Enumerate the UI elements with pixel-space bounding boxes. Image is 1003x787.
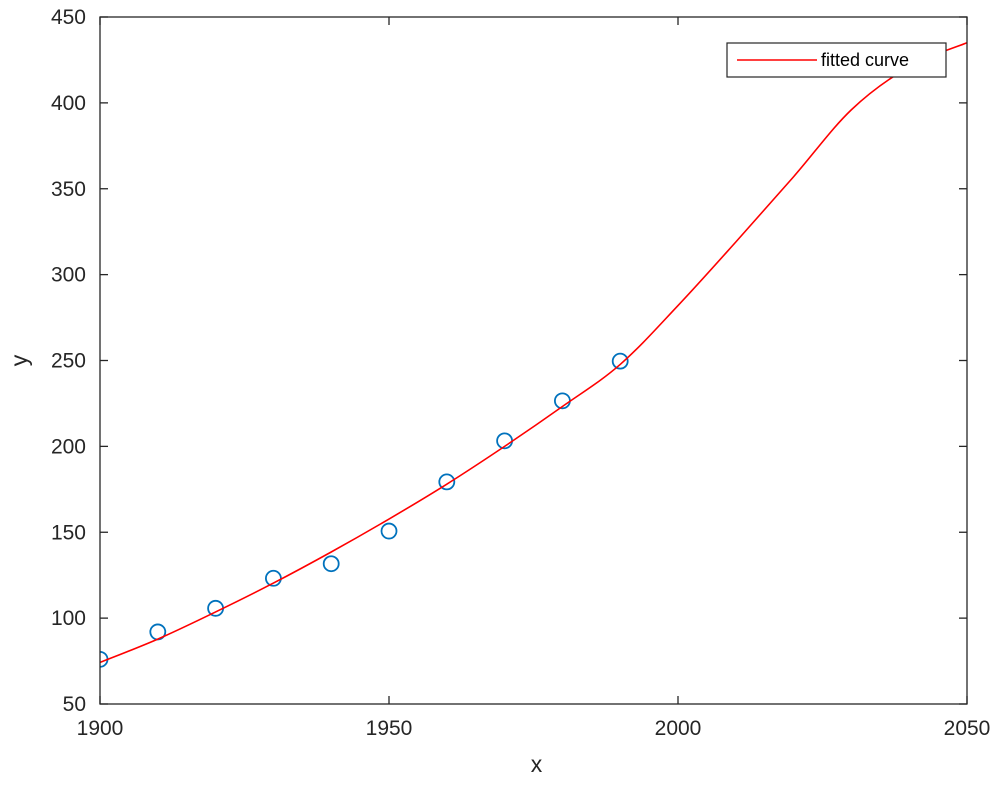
y-tick-label-250: 250 [51, 350, 86, 373]
data-point-1940 [322, 555, 340, 573]
y-tick-label-50: 50 [63, 693, 86, 716]
x-tick-label-2000: 2000 [655, 717, 702, 740]
y-tick-label-400: 400 [51, 92, 86, 115]
data-point-1950 [380, 522, 398, 540]
x-axis-label: x [531, 751, 543, 777]
y-tick-label-450: 450 [51, 6, 86, 29]
x-tick-label-1950: 1950 [366, 717, 413, 740]
legend: fitted curve [726, 42, 947, 78]
data-point-1930 [264, 569, 282, 587]
chart-axes: 1900 1950 2000 2050 50 100 150 200 250 300 350 400 4… [6, 6, 990, 777]
chart-marks [100, 42, 967, 668]
x-tick-label-1900: 1900 [77, 717, 124, 740]
fitted-curve-line [100, 42, 967, 664]
y-tick-label-200: 200 [51, 435, 86, 458]
y-tick-label-300: 300 [51, 264, 86, 287]
data-point-1920 [207, 599, 225, 617]
x-tick-label-2050: 2050 [944, 717, 991, 740]
legend-label-0: fitted curve [821, 50, 909, 70]
data-point-1960 [438, 473, 456, 491]
y-tick-label-350: 350 [51, 178, 86, 201]
data-point-1990 [611, 352, 629, 370]
y-tick-label-100: 100 [51, 607, 86, 630]
y-tick-label-150: 150 [51, 521, 86, 544]
y-axis-label: y [6, 354, 32, 366]
axes-box [99, 16, 968, 705]
